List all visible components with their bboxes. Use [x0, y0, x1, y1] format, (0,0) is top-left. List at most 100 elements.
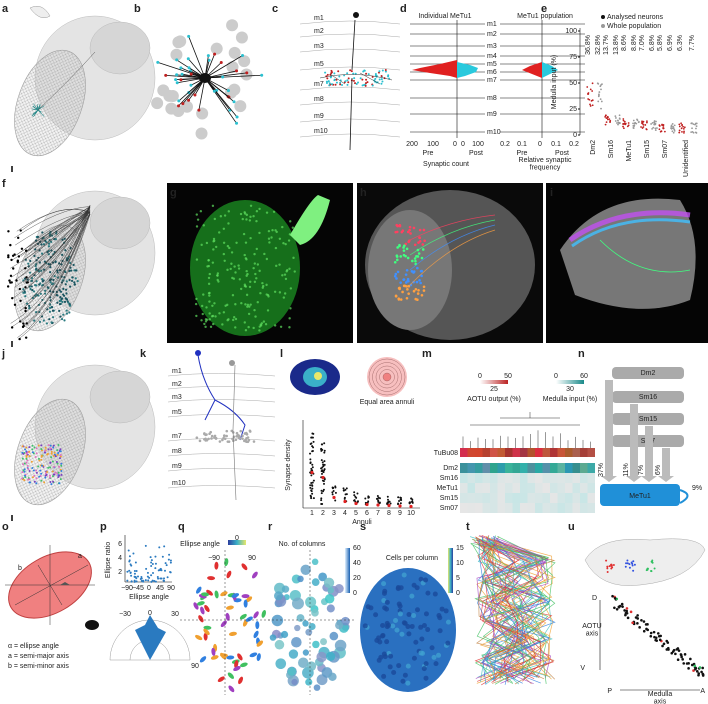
node	[612, 367, 684, 379]
stain	[209, 325, 213, 329]
hex	[373, 612, 379, 618]
stain	[230, 262, 233, 265]
neuron-trace	[477, 538, 551, 678]
point	[312, 479, 315, 482]
neuron-dot	[46, 286, 49, 289]
pre-profile	[412, 60, 457, 78]
arbor	[243, 432, 247, 435]
cell	[406, 288, 409, 291]
neuron-dot	[68, 311, 71, 314]
column-count	[308, 622, 316, 631]
synapse	[328, 82, 331, 85]
stain	[195, 297, 198, 301]
point	[611, 594, 614, 598]
cell	[405, 285, 408, 288]
column-count	[312, 640, 320, 649]
arbor	[221, 438, 224, 442]
neuron-trace	[471, 538, 556, 679]
cell	[415, 280, 419, 284]
plot-title: MeTu1 population	[517, 13, 573, 20]
panel-label: c	[272, 3, 278, 15]
point	[622, 118, 625, 120]
cell	[404, 242, 408, 246]
label: V	[580, 665, 585, 672]
point	[627, 122, 630, 124]
cell	[405, 247, 409, 251]
point	[640, 618, 643, 622]
stain	[231, 318, 235, 322]
neuron-dot	[23, 470, 26, 473]
projection	[10, 205, 91, 324]
column	[174, 35, 187, 48]
neuron-dot	[40, 479, 43, 482]
arbor	[241, 437, 244, 440]
point	[149, 556, 152, 559]
point	[624, 611, 628, 615]
layer-label: m8	[487, 95, 497, 102]
neuron-dot	[54, 237, 57, 241]
point	[627, 124, 630, 127]
column-count	[288, 649, 299, 659]
neuron-dot	[40, 472, 43, 475]
label: 0	[148, 610, 152, 617]
cell	[414, 287, 418, 291]
neuron-dot	[43, 481, 46, 484]
stain	[234, 317, 238, 321]
point	[654, 129, 657, 132]
hex	[384, 599, 390, 605]
label: MeTu1	[629, 493, 651, 500]
point	[353, 491, 356, 494]
tick-label: 100	[472, 141, 484, 148]
column-ellipse	[228, 631, 237, 636]
point	[320, 459, 323, 462]
synapse	[197, 108, 201, 112]
column-ellipse	[193, 602, 199, 610]
label: 10	[456, 560, 464, 567]
heat-cell	[565, 493, 573, 503]
angle	[60, 582, 70, 585]
neuron-dot	[47, 245, 51, 248]
neuron-dot	[22, 463, 25, 466]
point	[310, 436, 313, 439]
neuron-dot	[21, 445, 24, 448]
neuron-dot	[40, 464, 43, 467]
stain	[252, 266, 255, 270]
heat-cell	[482, 463, 490, 473]
heat-cell	[497, 448, 505, 457]
point	[356, 492, 359, 495]
stain	[243, 253, 246, 257]
hex	[381, 651, 387, 657]
synapse	[207, 58, 211, 62]
column-ellipse	[261, 610, 266, 618]
point	[312, 497, 315, 500]
neuron-dot	[30, 285, 33, 288]
point	[320, 497, 323, 500]
heat-cell	[482, 493, 490, 503]
neurite	[37, 104, 39, 111]
soma	[12, 267, 15, 270]
hex	[400, 678, 406, 684]
soma	[24, 249, 28, 252]
stain	[261, 281, 264, 285]
neuron-dot	[28, 481, 31, 484]
heat-cell	[467, 448, 475, 457]
column-ellipse	[227, 672, 234, 679]
neuron-dot	[54, 471, 57, 474]
neuron-dot	[21, 457, 24, 460]
label: 90	[191, 663, 199, 670]
arbor	[235, 431, 239, 435]
synapse	[232, 100, 236, 104]
edge	[658, 448, 674, 482]
stain	[249, 215, 252, 219]
label: 15	[456, 545, 464, 552]
neuron-dot	[47, 444, 50, 447]
heat-cell	[572, 463, 580, 473]
synapse	[260, 73, 264, 77]
synapse	[179, 66, 183, 70]
stain	[222, 227, 226, 230]
synapse	[187, 34, 191, 38]
label: Dm2	[641, 370, 656, 377]
column-count	[320, 638, 328, 646]
stain	[232, 316, 236, 319]
synapse	[381, 69, 384, 72]
